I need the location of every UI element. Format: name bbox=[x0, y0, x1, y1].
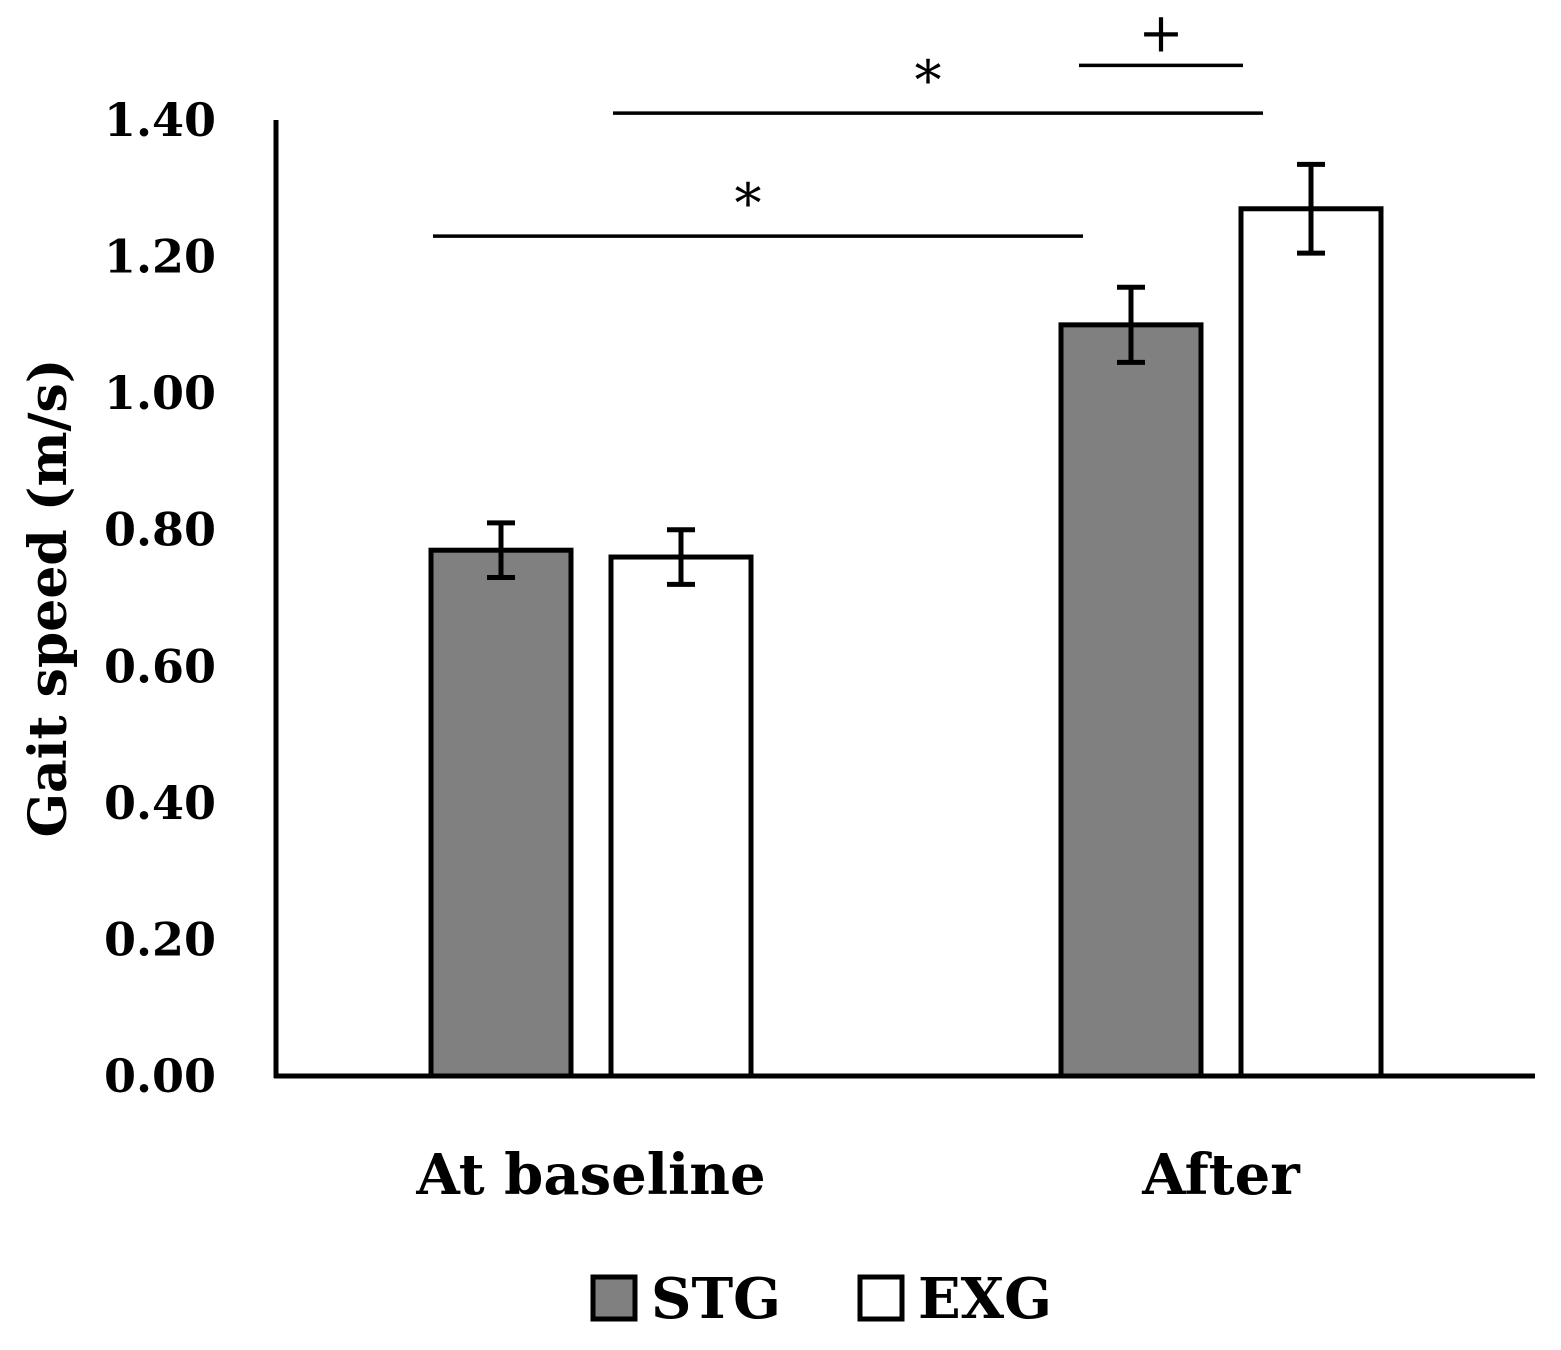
bar-exg-0 bbox=[608, 554, 754, 1079]
x-category-label: After bbox=[1141, 1142, 1301, 1208]
y-axis-ticks: 0.00 0.20 0.40 0.60 0.80 1.00 1.20 1.40 bbox=[104, 93, 216, 1103]
y-tick-label: 0.40 bbox=[104, 776, 216, 830]
legend: STG EXG bbox=[590, 1266, 1052, 1332]
bars bbox=[428, 206, 1384, 1079]
y-axis-title: Gait speed (m/s) bbox=[18, 359, 79, 838]
x-axis-categories: At baseline After bbox=[415, 1142, 1301, 1208]
y-tick-label: 0.20 bbox=[104, 912, 216, 966]
bar-stg-0 bbox=[428, 547, 574, 1079]
significance-mark: * bbox=[915, 49, 942, 112]
y-tick-label: 0.00 bbox=[104, 1049, 216, 1103]
y-tick-label: 0.80 bbox=[104, 503, 216, 557]
legend-swatch-exg bbox=[857, 1274, 905, 1322]
significance-annotations: * * + bbox=[433, 1, 1263, 238]
y-tick-label: 0.60 bbox=[104, 639, 216, 693]
error-bars bbox=[487, 161, 1325, 587]
legend-label-stg: STG bbox=[651, 1266, 781, 1332]
y-tick-label: 1.40 bbox=[104, 93, 216, 147]
legend-label-exg: EXG bbox=[918, 1266, 1052, 1332]
significance-mark: * bbox=[735, 172, 762, 235]
bar-exg-1 bbox=[1238, 206, 1384, 1079]
y-tick-label: 1.20 bbox=[104, 230, 216, 284]
bar-stg-1 bbox=[1058, 322, 1204, 1079]
legend-swatch-stg bbox=[590, 1274, 638, 1322]
x-category-label: At baseline bbox=[415, 1142, 765, 1208]
significance-mark: + bbox=[1138, 1, 1183, 64]
y-tick-label: 1.00 bbox=[104, 366, 216, 420]
